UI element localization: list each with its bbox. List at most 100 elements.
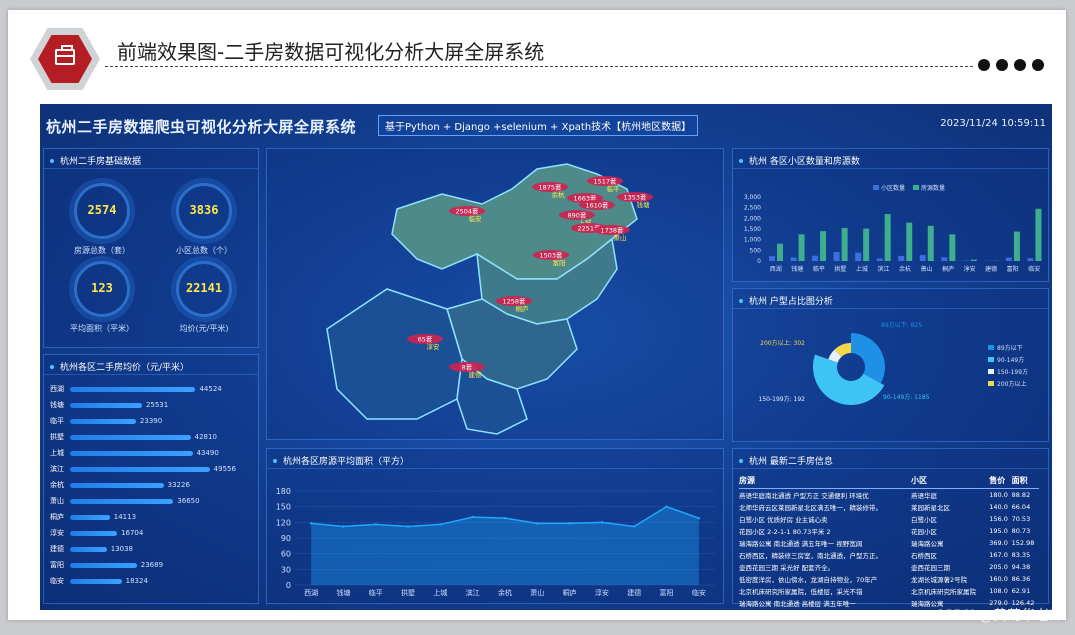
x-tick-label: 桐庐 xyxy=(563,588,577,597)
legend-label: 90-149方 xyxy=(997,356,1024,364)
table-cell: 瑞海路公寓 南北通透 高楼层 满五年唯一 xyxy=(739,600,856,608)
pie-slice xyxy=(828,349,842,363)
x-tick-label: 富阳 xyxy=(1007,265,1019,273)
bar xyxy=(1005,257,1012,261)
y-tick-label: 0 xyxy=(286,581,291,590)
table-cell: 北京机床研究所家属院，低楼层，采光不错 xyxy=(739,588,863,596)
price-row: 西湖 44524 xyxy=(50,381,222,397)
price-row: 滨江 49556 xyxy=(50,461,236,477)
data-point xyxy=(697,516,701,520)
x-tick-label: 淳安 xyxy=(964,265,976,273)
bar xyxy=(941,257,948,261)
gauge-label: 均价(元/平米) xyxy=(179,324,229,333)
table-row[interactable]: 北京机床研究所家属院，低楼层，采光不错 北京机床研究所家属院 108.0 62.91 xyxy=(739,585,1039,597)
price-row-name: 建德 xyxy=(50,545,64,553)
price-row-value: 18324 xyxy=(125,577,148,585)
table-cell: 62.91 xyxy=(1011,587,1031,595)
map-marker-count: 890套 xyxy=(568,211,587,220)
bar xyxy=(1035,208,1042,261)
table-cell: 83.35 xyxy=(1011,551,1031,559)
price-row-name: 拱墅 xyxy=(50,433,64,441)
map-marker xyxy=(407,334,443,344)
document-title: 前端效果图-二手房数据可视化分析大屏全屏系统 xyxy=(117,40,545,64)
price-row-value: 13038 xyxy=(110,545,134,553)
x-tick-label: 滨江 xyxy=(877,265,889,273)
price-panel-title: 杭州各区二手房均价（元/平米） xyxy=(50,360,189,373)
price-bar xyxy=(70,578,122,584)
legend-label: 房源数量 xyxy=(921,184,945,192)
x-tick-label: 临安 xyxy=(1028,265,1040,273)
stats-panel-title: 杭州二手房基础数据 xyxy=(50,154,141,167)
x-tick-label: 建德 xyxy=(985,265,997,273)
table-row[interactable]: 瑞海路公寓 南北通透 满五年唯一 视野宽阔 瑞海路公寓 369.0 152.98 xyxy=(739,537,1039,549)
map-marker xyxy=(496,296,532,306)
price-row-name: 淳安 xyxy=(50,529,64,537)
table-cell: 205.0 xyxy=(989,563,1008,571)
legend-swatch xyxy=(988,357,994,362)
area-chart: 180 150 120 90 60 30 0 西湖 钱塘 临平 拱墅 上城 滨江 余杭 萧山 桐庐 淳安 建德 富阳… xyxy=(276,487,715,597)
x-tick-label: 桐庐 xyxy=(942,265,954,273)
legend-label: 150-199方 xyxy=(997,368,1028,376)
bar xyxy=(841,227,848,261)
table-row[interactable]: 壶西花园三期 采光好 配套齐全。 壶西花园三期 205.0 94.38 xyxy=(739,561,1039,573)
price-bar xyxy=(70,546,107,552)
y-tick-label: 2,000 xyxy=(744,215,761,222)
table-cell: 70.53 xyxy=(1011,515,1031,523)
table-row[interactable]: 低密度洋房，依山傍水，龙湖自持物业，70年产 龙湖长城源著2号院 160.0 86.3… xyxy=(739,573,1039,585)
pie-chart-title: 杭州 户型占比图分析 xyxy=(739,294,833,307)
map-marker xyxy=(617,192,653,202)
table-row[interactable]: 花园小区 2-2-1-1 80.73平米 2 花园小区 195.0 80.73 xyxy=(739,525,1039,537)
bar xyxy=(1013,231,1020,261)
table-cell: 369.0 xyxy=(989,539,1008,547)
map-marker-count: 1517套 xyxy=(593,177,617,186)
bar xyxy=(927,225,934,261)
map-marker-count: 1875套 xyxy=(538,183,562,192)
map-marker-district: 建德 xyxy=(469,370,483,379)
price-row: 临安 18324 xyxy=(50,573,148,589)
table-cell: 80.73 xyxy=(1011,527,1031,535)
data-point xyxy=(600,521,604,524)
legend-swatch xyxy=(988,369,994,374)
price-row-value: 14113 xyxy=(113,513,137,521)
listing-panel: 杭州 最新二手房信息 房源 小区 售价 面积 燕语华庭南北通透 户型方正 交通便… xyxy=(732,448,1049,608)
table-row[interactable]: 白鹭小区 优质好房 业主诚心卖 白鹭小区 156.0 70.53 xyxy=(739,513,1039,525)
bar xyxy=(1027,258,1034,261)
y-tick-label: 60 xyxy=(281,550,291,559)
price-row-name: 临平 xyxy=(50,417,64,425)
price-row-name: 滨江 xyxy=(50,465,64,473)
map-marker-district: 钱塘 xyxy=(637,200,651,209)
bar xyxy=(833,252,840,261)
data-point xyxy=(406,525,410,528)
table-row[interactable]: 北师华府云区莱园新星北区满五唯一，精装修带。 莱园新星北区 140.0 66.04 xyxy=(739,501,1039,513)
x-tick-label: 临安 xyxy=(692,588,706,597)
table-cell: 白鹭小区 优质好房 业主诚心卖 xyxy=(739,516,828,524)
listing-panel-title: 杭州 最新二手房信息 xyxy=(739,454,833,467)
x-tick-label: 余杭 xyxy=(899,265,911,273)
price-row-name: 桐庐 xyxy=(50,513,64,521)
table-row[interactable]: 瑞海路公寓 南北通透 高楼层 满五年唯一 瑞海路公寓 279.0 126.42 xyxy=(739,597,1039,609)
price-bar xyxy=(70,466,210,472)
data-point xyxy=(665,505,668,508)
price-bar xyxy=(70,562,137,568)
data-point xyxy=(633,525,636,528)
map-marker xyxy=(449,206,485,216)
pie-slice xyxy=(851,333,885,384)
table-cell: 108.0 xyxy=(989,587,1008,595)
pie-slice xyxy=(813,354,885,405)
price-row: 钱塘 25531 xyxy=(50,397,168,413)
map-marker xyxy=(449,362,485,372)
table-row[interactable]: 石桥西区，精装修三房室，南北通透，户型方正。 石桥西区 167.0 83.35 xyxy=(739,549,1039,561)
dashboard: 杭州二手房数据爬虫可视化分析大屏全屏系统 基于Python + Django +… xyxy=(40,104,1052,610)
x-tick-label: 上城 xyxy=(856,265,868,273)
map-marker-count: 2504套 xyxy=(455,207,479,216)
price-row: 萧山 36650 xyxy=(50,493,200,509)
table-cell: 160.0 xyxy=(989,575,1008,583)
x-tick-label: 拱墅 xyxy=(834,265,846,273)
table-row[interactable]: 燕语华庭南北通透 户型方正 交通便利 环境优 燕语华庭 180.0 88.82 xyxy=(739,489,1039,502)
pie-chart-panel: 杭州 户型占比图分析 89方以下: 825 90-149方: 1185 150-19… xyxy=(732,288,1049,442)
gauge-label: 平均面积（平米） xyxy=(70,324,134,333)
table-cell: 白鹭小区 xyxy=(911,516,938,524)
table-cell: 152.98 xyxy=(1011,539,1035,547)
map-marker xyxy=(559,210,595,220)
